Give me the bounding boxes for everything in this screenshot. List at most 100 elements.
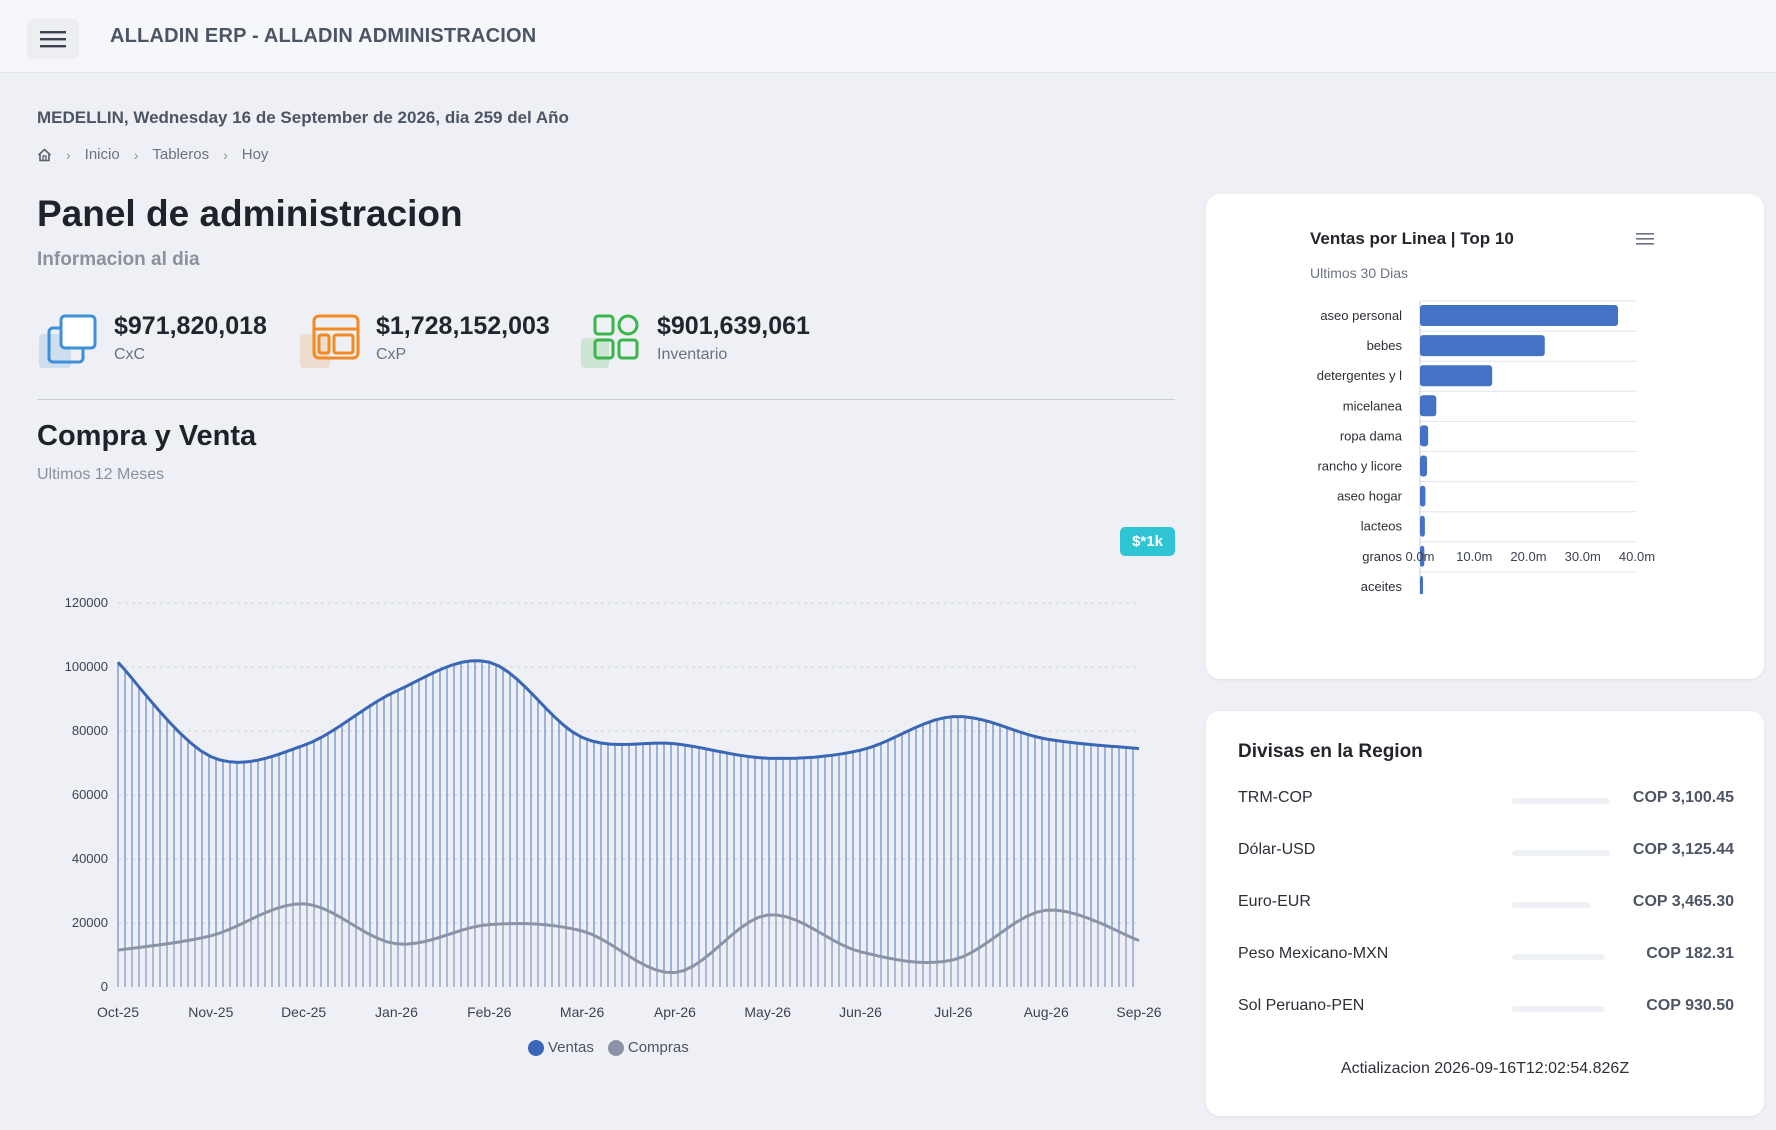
- apps-grid-icon: [581, 314, 639, 368]
- kpi-value: $971,820,018: [114, 312, 267, 340]
- kpi-value: $1,728,152,003: [376, 312, 550, 340]
- currency-value: COP 3,125.44: [1632, 841, 1734, 858]
- bar: [1420, 515, 1425, 537]
- bar: [1420, 455, 1428, 477]
- category-label: aseo hogar: [1337, 489, 1403, 504]
- currency-row: Peso Mexicano-MXN COP 182.31: [1238, 945, 1734, 969]
- x-tick-label: 40.0m: [1619, 549, 1655, 564]
- x-tick-label: Apr-26: [654, 1004, 696, 1020]
- currency-value: COP 3,465.30: [1632, 893, 1734, 910]
- hamburger-menu-icon[interactable]: [27, 19, 79, 59]
- category-label: aseo personal: [1320, 308, 1402, 323]
- y-tick-label: 0: [101, 979, 108, 994]
- currency-value: COP 930.50: [1646, 997, 1734, 1014]
- y-tick-label: 20000: [72, 915, 108, 930]
- currency-row: TRM-COP COP 3,100.45: [1238, 789, 1734, 813]
- compras-series-line: [117, 902, 1140, 975]
- page-subtitle: Informacion al dia: [37, 249, 200, 270]
- category-label: ropa dama: [1340, 428, 1403, 443]
- currency-bar: [1512, 850, 1610, 856]
- kpi-value: $901,639,061: [657, 312, 810, 340]
- sales-by-line-chart: aseo personal bebes detergentes y l micelan…: [1317, 300, 1655, 594]
- y-tick-label: 80000: [72, 723, 108, 738]
- card-title: Divisas en la Region: [1238, 741, 1423, 762]
- chevron-right-icon: ›: [223, 146, 228, 163]
- bar: [1420, 365, 1493, 387]
- card-title: Ventas por Linea | Top 10: [1310, 229, 1514, 248]
- currency-row: Euro-EUR COP 3,465.30: [1238, 893, 1734, 917]
- x-tick-label: May-26: [744, 1004, 791, 1020]
- x-tick-label: Oct-25: [97, 1004, 139, 1020]
- kpi-label: Inventario: [657, 346, 728, 363]
- currency-value: COP 182.31: [1646, 945, 1734, 962]
- x-tick-label: Sep-26: [1116, 1004, 1161, 1020]
- y-tick-label: 100000: [65, 659, 108, 674]
- layout-icon: [300, 314, 360, 368]
- breadcrumb-item-tableros[interactable]: Tableros: [152, 146, 210, 163]
- category-label: granos: [1362, 549, 1402, 564]
- bar: [1420, 575, 1423, 594]
- bar: [1420, 395, 1437, 417]
- category-label: micelanea: [1343, 398, 1403, 413]
- card-subtitle: Ultimos 30 Dias: [1310, 265, 1409, 281]
- y-tick-label: 40000: [72, 851, 108, 866]
- legend-item-compras[interactable]: Compras: [607, 1039, 689, 1056]
- x-tick-label: Dec-25: [281, 1004, 326, 1020]
- purchase-sales-chart: 0 20000 40000 60000 80000 100000 120000 Oct-25 N…: [65, 595, 1162, 1020]
- currency-bar: [1512, 798, 1610, 804]
- currency-name: TRM-COP: [1238, 789, 1313, 806]
- currency-bar: [1512, 954, 1605, 960]
- category-label: rancho y licore: [1317, 459, 1402, 474]
- kpi-cxc: $971,820,018 CxC: [37, 308, 277, 378]
- legend-item-ventas[interactable]: Ventas: [528, 1039, 594, 1056]
- currency-name: Peso Mexicano-MXN: [1238, 945, 1389, 962]
- y-tick-label: 120000: [65, 595, 108, 610]
- kpi-inventario: $901,639,061 Inventario: [579, 308, 839, 378]
- kpi-cxp: $1,728,152,003 CxP: [298, 308, 558, 378]
- bar: [1420, 425, 1429, 447]
- x-tick-label: 0.0m: [1406, 549, 1435, 564]
- date-line: MEDELLIN, Wednesday 16 de September de 2…: [37, 108, 569, 127]
- category-label: aceites: [1361, 579, 1403, 594]
- section-title: Compra y Venta: [37, 420, 257, 452]
- currency-value: COP 3,100.45: [1632, 789, 1734, 806]
- bar: [1420, 335, 1545, 357]
- divider: [37, 399, 1175, 400]
- currency-row: Sol Peruano-PEN COP 930.50: [1238, 997, 1734, 1021]
- bar: [1420, 545, 1425, 567]
- app-title: ALLADIN ERP - ALLADIN ADMINISTRACION: [110, 25, 537, 47]
- currency-row: Dólar-USD COP 3,125.44: [1238, 841, 1734, 865]
- currency-bar: [1512, 902, 1591, 908]
- ventas-area-hatch: [117, 660, 1134, 987]
- breadcrumb-item-hoy: Hoy: [241, 146, 269, 163]
- currency-name: Euro-EUR: [1238, 893, 1311, 910]
- legend-label: Compras: [627, 1039, 689, 1056]
- legend-marker: [607, 1039, 624, 1056]
- currency-name: Sol Peruano-PEN: [1238, 997, 1365, 1014]
- breadcrumb-item-inicio[interactable]: Inicio: [84, 146, 120, 163]
- x-tick-label: Feb-26: [467, 1004, 512, 1020]
- sales-by-line-card: Ventas por Linea | Top 10 Ultimos 30 Dia…: [1206, 194, 1764, 679]
- update-timestamp: Actializacion 2026-09-16T12:02:54.826Z: [1340, 1060, 1630, 1077]
- x-tick-label: Jan-26: [375, 1004, 418, 1020]
- x-tick-label: 20.0m: [1510, 549, 1546, 564]
- page-title: Panel de administracion: [37, 193, 463, 234]
- x-tick-label: 30.0m: [1565, 549, 1601, 564]
- kpi-label: CxP: [376, 346, 407, 363]
- category-label: bebes: [1367, 338, 1403, 353]
- bar: [1420, 305, 1619, 326]
- chart-menu-icon[interactable]: [1636, 232, 1654, 251]
- y-tick-label: 60000: [72, 787, 108, 802]
- top-bar: ALLADIN ERP - ALLADIN ADMINISTRACION: [0, 0, 1776, 73]
- breadcrumb: › Inicio › Tableros › Hoy: [37, 146, 268, 163]
- x-tick-label: Jul-26: [934, 1004, 972, 1020]
- kpi-label: CxC: [114, 346, 146, 363]
- bar: [1420, 485, 1426, 507]
- x-tick-label: Jun-26: [839, 1004, 882, 1020]
- chevron-right-icon: ›: [66, 146, 71, 163]
- legend-label: Ventas: [548, 1039, 594, 1056]
- currency-bar: [1512, 1006, 1605, 1012]
- home-icon[interactable]: [37, 147, 52, 162]
- currencies-card: Divisas en la Region TRM-COP COP 3,100.45…: [1206, 711, 1764, 1116]
- section-subtitle: Ultimos 12 Meses: [37, 466, 165, 483]
